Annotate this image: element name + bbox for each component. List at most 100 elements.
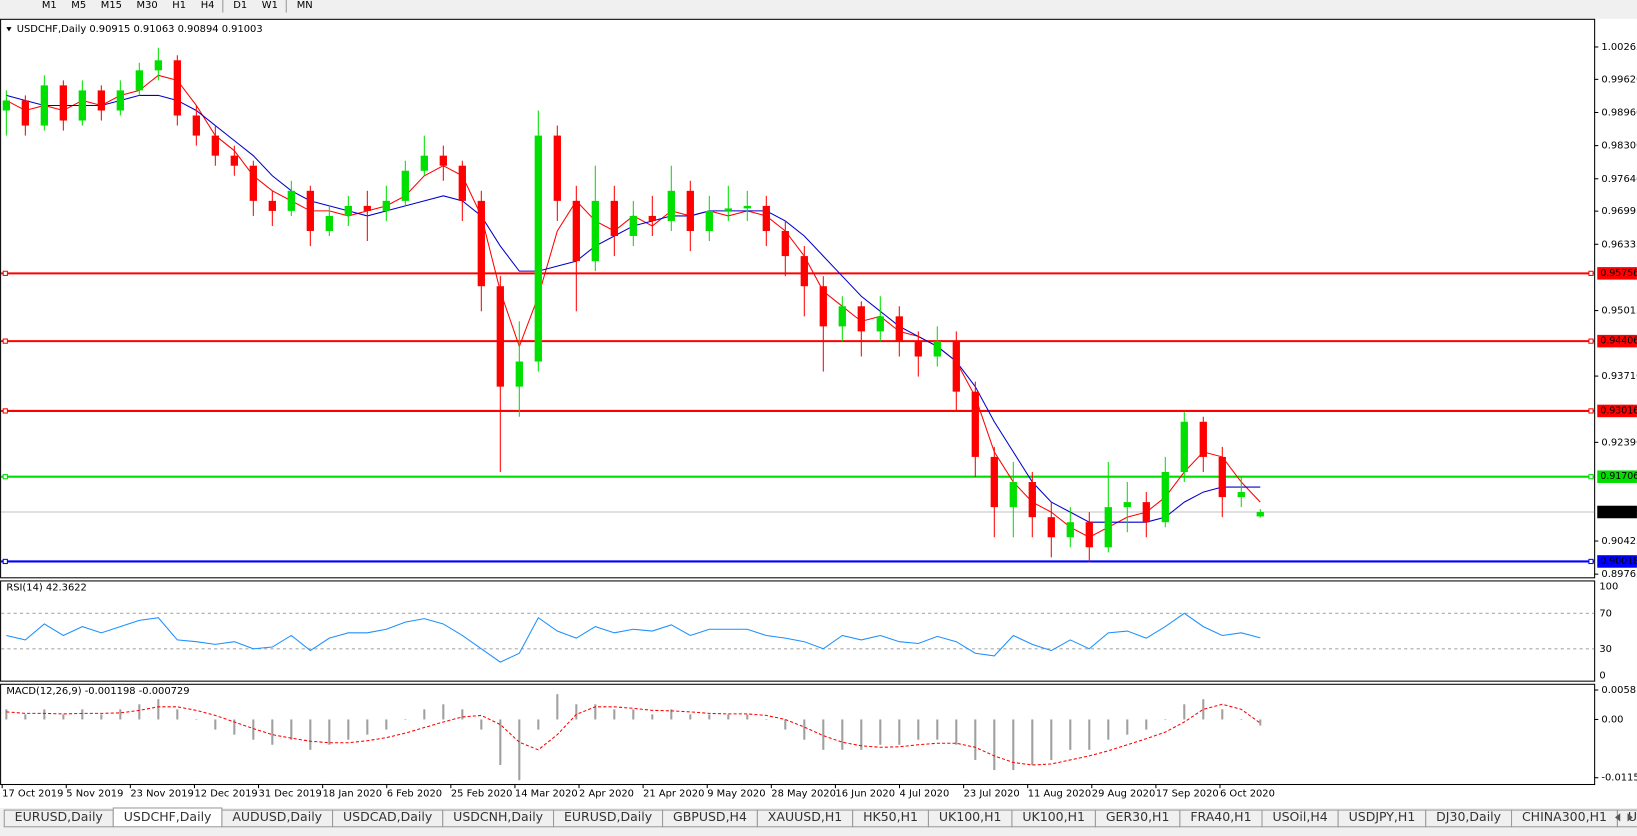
macd-bar <box>157 699 160 720</box>
macd-bar <box>803 719 806 740</box>
candle-body <box>21 100 29 126</box>
candle-body <box>1256 511 1264 517</box>
toolbar <box>0 0 1637 18</box>
x-tick-label: 16 Jun 2020 <box>835 788 895 799</box>
tab[interactable]: XAUUSD,H1 <box>756 809 854 828</box>
y-tick-label: 0.90425 <box>1601 536 1637 547</box>
candle-body <box>686 190 694 231</box>
candle-body <box>268 200 276 211</box>
tab[interactable]: DJ30,Daily <box>1425 809 1513 828</box>
tab-label: USOil,H1 <box>1628 809 1637 824</box>
tab[interactable]: USDCAD,Daily <box>332 809 444 828</box>
level-label-box <box>1597 267 1637 280</box>
level-handle <box>2 408 8 414</box>
timeframe-button[interactable]: M5 <box>71 0 86 11</box>
candle-body <box>420 155 428 171</box>
candle-body <box>876 316 884 332</box>
tab[interactable]: FRA40,H1 <box>1179 809 1263 828</box>
macd-bar <box>119 709 122 720</box>
candle-body <box>800 256 808 287</box>
y-tick-label: 0.00 <box>1601 714 1623 725</box>
macd-bar <box>955 719 958 745</box>
timeframe-button[interactable]: H1 <box>172 0 186 11</box>
candle-body <box>249 165 257 201</box>
x-tick-label: 11 Aug 2020 <box>1028 788 1091 799</box>
candle-body <box>553 135 561 201</box>
main-panel <box>0 18 1596 579</box>
macd-bar <box>1126 719 1129 735</box>
candle-body <box>496 286 504 387</box>
y-tick-label: 0.96995 <box>1601 206 1637 217</box>
candle-body <box>458 165 466 201</box>
tab[interactable]: USDCNH,Daily <box>442 809 555 828</box>
macd-bar <box>556 694 559 720</box>
candle-body <box>629 215 637 237</box>
macd-bar <box>195 719 198 720</box>
macd-bar <box>499 719 502 765</box>
timeframe-button[interactable]: H4 <box>201 0 215 11</box>
macd-bar <box>62 714 65 720</box>
candle-body <box>990 456 998 508</box>
tab[interactable]: USDJPY,H1 <box>1337 809 1427 828</box>
level-handle <box>2 474 8 480</box>
macd-bar <box>24 714 27 720</box>
tab[interactable]: EURUSD,Daily <box>553 809 664 828</box>
tab[interactable]: AUDUSD,Daily <box>221 809 334 828</box>
candle-body <box>705 210 713 231</box>
macd-bar <box>632 709 635 720</box>
tab[interactable]: GER30,H1 <box>1094 809 1181 828</box>
timeframe-button[interactable]: M30 <box>137 0 158 11</box>
timeframe-button[interactable]: MN <box>297 0 313 11</box>
y-tick-label: 0.96335 <box>1601 239 1637 250</box>
tab[interactable]: EURUSD,Daily <box>3 809 114 828</box>
tab[interactable]: UK100,H1 <box>1011 809 1096 828</box>
timeframe-button[interactable]: D1 <box>233 0 247 11</box>
candle-body <box>610 200 618 237</box>
x-tick-label: 14 Mar 2020 <box>515 788 578 799</box>
macd-bar <box>613 709 616 720</box>
tab[interactable]: USOil,H4 <box>1261 809 1339 828</box>
macd-bar <box>1069 719 1072 750</box>
macd-bar <box>841 719 844 750</box>
macd-bar <box>746 714 749 720</box>
candle-body <box>838 306 846 327</box>
candle-body <box>344 205 352 216</box>
x-tick-label: 4 Jul 2020 <box>900 788 950 799</box>
macd-bar <box>1107 719 1110 740</box>
tab[interactable]: CHINA300,H1 <box>1510 809 1618 828</box>
candle-body <box>1180 421 1188 472</box>
tab[interactable]: GBPUSD,H4 <box>662 809 758 828</box>
candle-body <box>2 100 10 111</box>
candle-body <box>515 361 523 387</box>
tab[interactable]: USOil,H1 <box>1616 809 1637 828</box>
candle-body <box>325 215 333 231</box>
y-tick-label: 100 <box>1599 582 1618 593</box>
timeframe-button[interactable]: W1 <box>262 0 278 11</box>
tab-label: EURUSD,Daily <box>15 809 104 824</box>
candle-body <box>97 90 105 111</box>
macd-bar <box>898 719 901 745</box>
tab[interactable]: HK50,H1 <box>852 809 929 828</box>
candle-body <box>1009 482 1017 508</box>
level-label-box <box>1597 404 1637 418</box>
candle-body <box>591 200 599 262</box>
macd-bar <box>1031 719 1034 765</box>
tab[interactable]: UK100,H1 <box>927 809 1013 828</box>
level-label-box <box>1597 334 1637 348</box>
macd-bar <box>575 704 578 720</box>
tab[interactable]: USDCHF,Daily <box>112 807 223 828</box>
timeframe-button[interactable]: M1 <box>42 0 57 11</box>
chart-window <box>0 18 1637 808</box>
y-tick-label: 30 <box>1599 644 1612 655</box>
candle-body <box>895 316 903 342</box>
rsi-panel <box>0 580 1596 682</box>
level-handle <box>1588 270 1594 276</box>
candle-body <box>819 286 827 327</box>
candle-body <box>116 90 124 111</box>
tab-label: USDCNH,Daily <box>453 809 543 824</box>
candle-body <box>762 205 770 231</box>
timeframe-button[interactable]: M15 <box>101 0 122 11</box>
macd-bar <box>1088 719 1091 750</box>
